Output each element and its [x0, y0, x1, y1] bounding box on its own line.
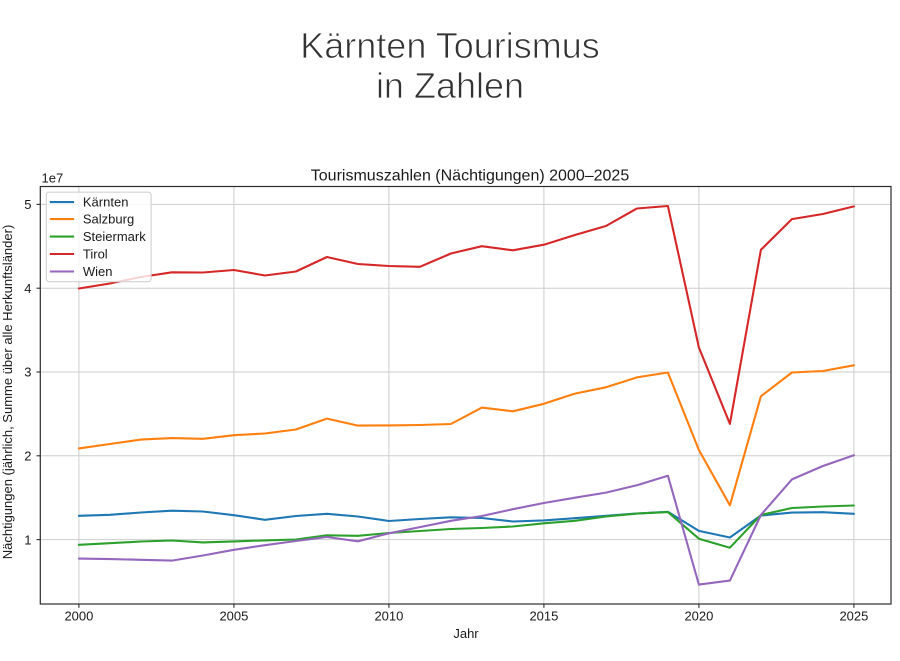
- svg-text:1e7: 1e7: [42, 171, 64, 186]
- svg-text:2025: 2025: [839, 609, 868, 624]
- svg-text:2015: 2015: [529, 609, 558, 624]
- svg-text:2000: 2000: [64, 609, 93, 624]
- svg-text:Steiermark: Steiermark: [83, 229, 146, 244]
- svg-text:5: 5: [24, 197, 31, 212]
- svg-text:Salzburg: Salzburg: [83, 212, 134, 227]
- svg-text:Tourismuszahlen (Nächtigungen): Tourismuszahlen (Nächtigungen) 2000–2025: [311, 167, 630, 184]
- svg-text:Nächtigungen (jährlich, Summe: Nächtigungen (jährlich, Summe über alle …: [0, 225, 15, 560]
- svg-text:Wien: Wien: [83, 264, 113, 279]
- svg-text:2020: 2020: [684, 609, 713, 624]
- svg-text:Tirol: Tirol: [83, 247, 108, 262]
- svg-text:2: 2: [24, 449, 31, 464]
- svg-text:2005: 2005: [219, 609, 248, 624]
- svg-text:4: 4: [24, 281, 31, 296]
- svg-text:3: 3: [24, 365, 31, 380]
- svg-text:Kärnten: Kärnten: [83, 195, 129, 210]
- svg-text:Jahr: Jahr: [453, 626, 479, 641]
- svg-text:1: 1: [24, 532, 31, 547]
- svg-text:2010: 2010: [374, 609, 403, 624]
